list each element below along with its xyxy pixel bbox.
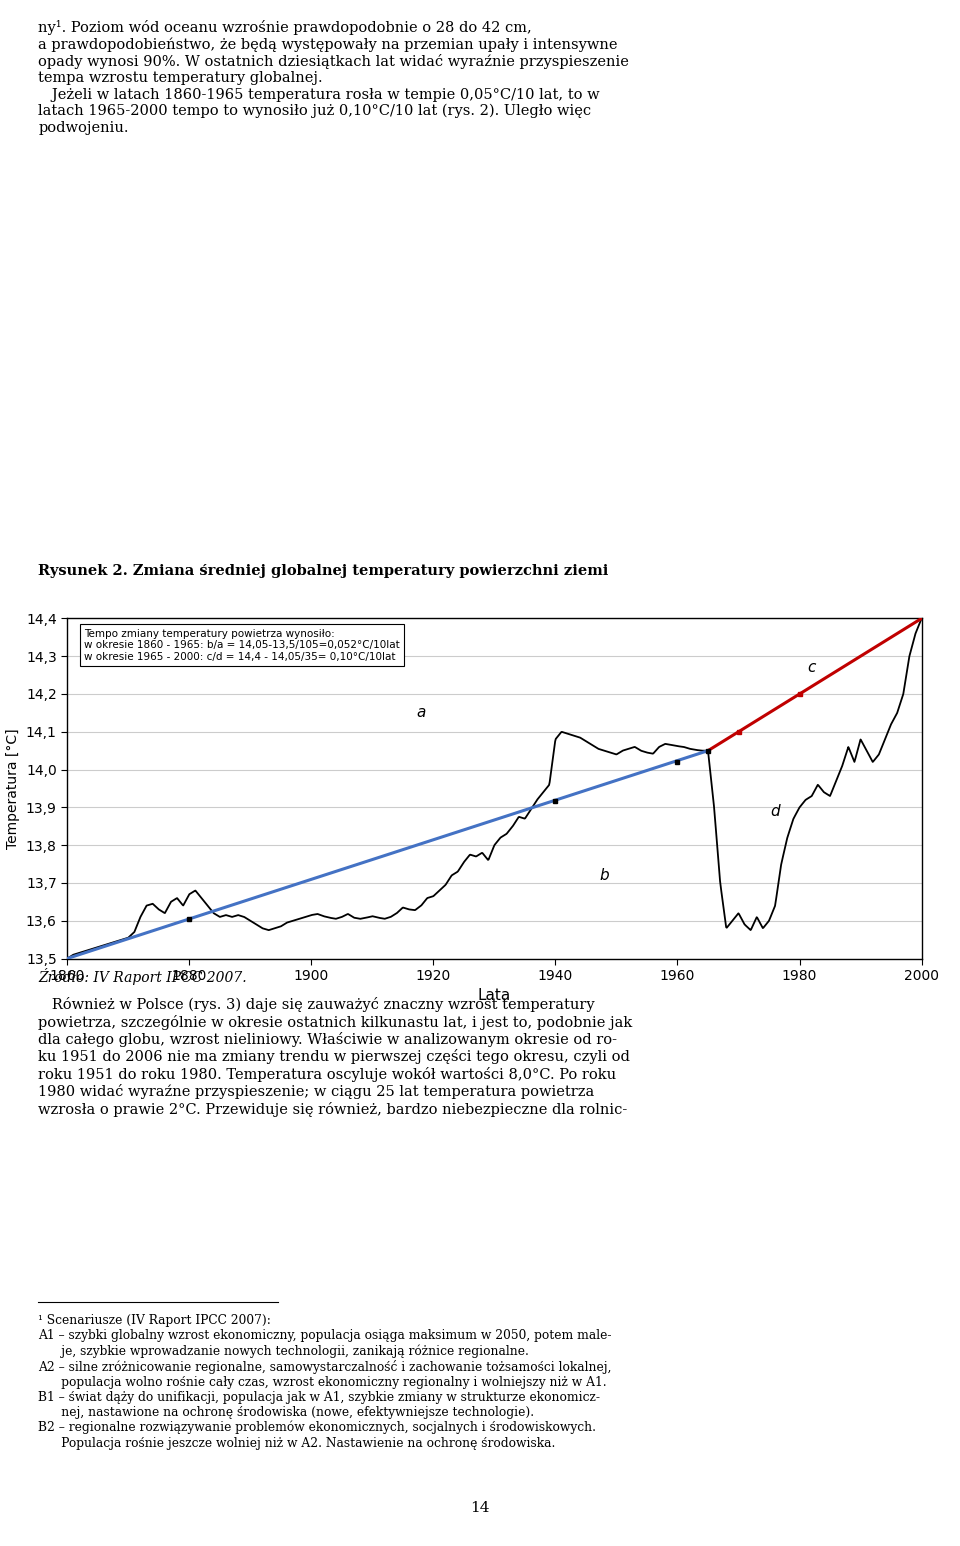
Text: b: b bbox=[599, 867, 609, 883]
Text: a: a bbox=[417, 705, 426, 720]
Y-axis label: Temperatura [°C]: Temperatura [°C] bbox=[7, 728, 20, 849]
Text: Tempo zmiany temperatury powietrza wynosiło:
w okresie 1860 - 1965: b/a = 14,05-: Tempo zmiany temperatury powietrza wynos… bbox=[84, 629, 400, 662]
Text: Rysunek 2. Zmiana średniej globalnej temperatury powierzchni ziemi: Rysunek 2. Zmiana średniej globalnej tem… bbox=[38, 564, 609, 578]
Text: d: d bbox=[770, 804, 780, 819]
Text: ny¹. Poziom wód oceanu wzrośnie prawdopodobnie o 28 do 42 cm,
a prawdopodobieńst: ny¹. Poziom wód oceanu wzrośnie prawdopo… bbox=[38, 20, 629, 135]
X-axis label: Lata: Lata bbox=[478, 988, 511, 1003]
Text: 14: 14 bbox=[470, 1501, 490, 1515]
Text: Źródło: IV Raport IPCC 2007.: Źródło: IV Raport IPCC 2007. bbox=[38, 968, 247, 985]
Text: Również w Polsce (rys. 3) daje się zauważyć znaczny wzrost temperatury
powietrza: Również w Polsce (rys. 3) daje się zauwa… bbox=[38, 997, 633, 1116]
Text: c: c bbox=[807, 660, 816, 676]
Text: ¹ Scenariusze (IV Raport IPCC 2007):
A1 – szybki globalny wzrost ekonomiczny, po: ¹ Scenariusze (IV Raport IPCC 2007): A1 … bbox=[38, 1314, 612, 1450]
